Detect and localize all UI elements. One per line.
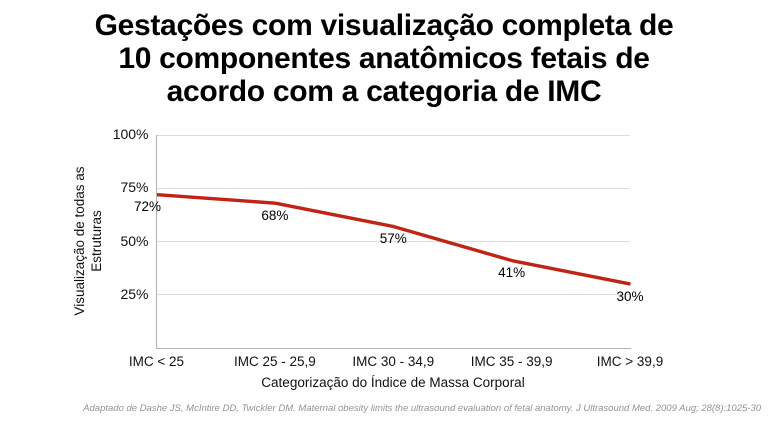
data-label: 68% bbox=[261, 207, 289, 223]
data-label: 57% bbox=[379, 231, 407, 247]
y-tick-label: 100% bbox=[112, 126, 149, 142]
data-label: 72% bbox=[133, 199, 162, 215]
gridline bbox=[156, 241, 630, 242]
gridline bbox=[156, 134, 630, 136]
x-axis-label: IMC 30 - 34,9 bbox=[352, 354, 435, 369]
slide-title: Gestações com visualização completa de 1… bbox=[0, 9, 768, 108]
y-axis-line bbox=[155, 135, 157, 348]
x-axis-label: IMC 35 - 39,9 bbox=[470, 354, 553, 369]
slide-title-line-3: acordo com a categoria de IMC bbox=[166, 75, 602, 108]
y-tick-label: 25% bbox=[120, 285, 149, 302]
x-axis-label: IMC 25 - 25,9 bbox=[233, 354, 316, 369]
trend-line bbox=[156, 192, 631, 286]
y-tick-label: 50% bbox=[120, 232, 149, 249]
x-axis-line bbox=[155, 347, 631, 349]
data-label: 41% bbox=[498, 265, 526, 281]
gridline bbox=[156, 187, 630, 189]
slide-title-line-1: Gestações com visualização completa de bbox=[94, 9, 674, 42]
series-polyline bbox=[156, 192, 631, 286]
slide-title-line-2: 10 componentes anatômicos fetais de bbox=[118, 42, 650, 75]
y-axis-title: Visualização de todas as Estruturas bbox=[71, 121, 105, 361]
y-axis-title-line-2: Estruturas bbox=[89, 210, 104, 272]
x-axis-title: Categorização do Índice de Massa Corpora… bbox=[261, 375, 525, 390]
y-tick-label: 75% bbox=[120, 179, 149, 196]
citation-footer: Adaptado de Dashe JS, McIntire DD, Twick… bbox=[83, 403, 761, 414]
data-label: 30% bbox=[616, 288, 644, 304]
y-axis-title-line-1: Visualização de todas as bbox=[72, 166, 87, 316]
x-axis-label: IMC > 39,9 bbox=[596, 354, 664, 369]
gridline bbox=[156, 294, 630, 296]
x-axis-label: IMC < 25 bbox=[128, 354, 185, 369]
